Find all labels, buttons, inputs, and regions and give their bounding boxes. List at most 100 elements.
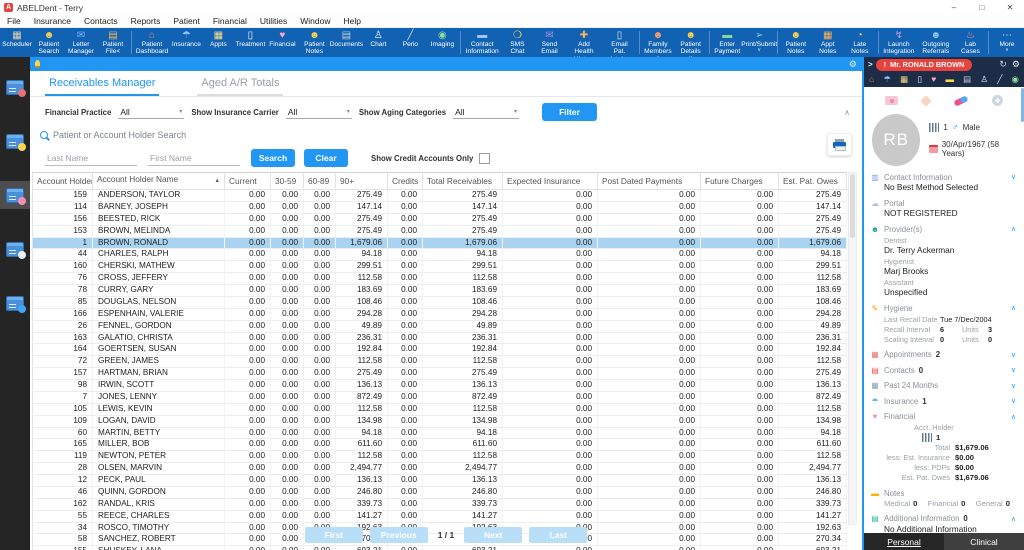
chevron-down-icon[interactable]: ∨ <box>1011 397 1018 405</box>
table-row[interactable]: 160CHERSKI, MATHEW0.000.000.00299.510.00… <box>33 261 847 273</box>
last-name-input[interactable] <box>45 151 137 166</box>
table-row[interactable]: 7JONES, LENNY0.000.000.00872.490.00872.4… <box>33 391 847 403</box>
financial-icon[interactable]: ♥ <box>931 75 936 84</box>
close-button[interactable]: ✕ <box>996 1 1024 15</box>
chevron-up-icon[interactable]: ∧ <box>1011 515 1018 523</box>
tab-clinical[interactable]: Clinical <box>944 533 1024 550</box>
menu-item-financial[interactable]: Financial <box>213 16 247 26</box>
column-header[interactable]: Future Charges <box>701 173 779 190</box>
table-row[interactable]: 1BROWN, RONALD0.000.000.001,679.060.001,… <box>33 237 847 249</box>
table-row[interactable]: 85DOUGLAS, NELSON0.000.000.00108.460.001… <box>33 296 847 308</box>
toolbar-perio-button[interactable]: ╱Perio <box>394 29 426 49</box>
gear-icon[interactable]: ⚙ <box>1012 60 1020 69</box>
table-row[interactable]: 76CROSS, JEFFERY0.000.000.00112.580.0011… <box>33 273 847 285</box>
toolbar-add-health-history-button[interactable]: ✚Add Health History∨ <box>565 29 602 57</box>
toolbar-contact-information-button[interactable]: ▬Contact Information <box>463 29 501 57</box>
menu-item-file[interactable]: File <box>7 16 21 26</box>
tab-receivables-manager[interactable]: Receivables Manager <box>45 77 159 96</box>
chevron-down-icon[interactable]: ∨ <box>1011 351 1018 359</box>
menu-item-reports[interactable]: Reports <box>131 16 161 26</box>
perio-probe-icon[interactable]: ╱ <box>997 75 1002 84</box>
section-contact-information[interactable]: ▥ Contact Information ∨ <box>870 173 1018 182</box>
expand-panel-icon[interactable]: > <box>868 60 873 69</box>
toolbar-launch-integration-button[interactable]: ↯Launch Integration <box>880 29 917 57</box>
table-row[interactable]: 165MILLER, BOB0.000.000.00611.600.00611.… <box>33 439 847 451</box>
table-row[interactable]: 163GALATIO, CHRISTA0.000.000.00236.310.0… <box>33 332 847 344</box>
section-notes[interactable]: ▬ Notes <box>870 489 1018 498</box>
scrollbar-thumb[interactable] <box>850 174 855 238</box>
toolbar-appt-notes-button[interactable]: ▦Appt Notes <box>812 29 844 57</box>
menu-item-window[interactable]: Window <box>300 16 330 26</box>
patient-name-pill[interactable]: ! Mr. RONALD BROWN <box>876 59 973 71</box>
table-scrollbar[interactable] <box>848 172 857 525</box>
next-page-button[interactable]: Next <box>464 527 522 543</box>
column-header[interactable]: Current <box>225 173 271 190</box>
menu-item-contacts[interactable]: Contacts <box>84 16 118 26</box>
table-row[interactable]: 26FENNEL, GORDON0.000.000.0049.890.0049.… <box>33 320 847 332</box>
insurance-icon[interactable]: ☂ <box>883 75 891 84</box>
section-past-24-months[interactable]: ▦ Past 24 Months ∨ <box>870 381 1018 390</box>
first-name-input[interactable] <box>148 151 240 166</box>
table-row[interactable]: 166ESPENHAIN, VALERIE0.000.000.00294.280… <box>33 308 847 320</box>
toolbar-print-submit-button[interactable]: ➢Print/Submit∨ <box>743 29 775 53</box>
toolbar-lab-cases-button[interactable]: ♨Lab Cases <box>954 29 986 57</box>
column-header[interactable]: Account Holder Id <box>33 173 93 190</box>
maximize-button[interactable]: □ <box>968 1 996 15</box>
chevron-up-icon[interactable]: ∧ <box>1011 304 1018 312</box>
column-header[interactable]: Total Receivables <box>423 173 503 190</box>
medications-capsule-icon[interactable] <box>953 95 968 106</box>
menu-item-patient[interactable]: Patient <box>173 16 199 26</box>
chevron-up-icon[interactable]: ∧ <box>1011 413 1018 421</box>
sidebar-module-3[interactable] <box>0 181 30 209</box>
aging-categories-select[interactable]: All ▾ <box>453 106 519 119</box>
column-header[interactable]: Credits <box>388 173 423 190</box>
treatment-icon[interactable]: ▯ <box>917 75 922 84</box>
table-row[interactable]: 153BROWN, MELINDA0.000.000.00275.490.002… <box>33 225 847 237</box>
gear-icon[interactable]: ⚙ <box>849 60 857 69</box>
sidebar-module-4[interactable] <box>0 235 30 263</box>
table-row[interactable]: 60MARTIN, BETTY0.000.000.0094.180.0094.1… <box>33 427 847 439</box>
toolbar-more-button[interactable]: ⋯More∨ <box>991 29 1023 53</box>
table-row[interactable]: 12PECK, PAUL0.000.000.00136.130.00136.13… <box>33 475 847 487</box>
table-row[interactable]: 159ANDERSON, TAYLOR0.000.000.00275.490.0… <box>33 190 847 202</box>
sidebar-module-5[interactable] <box>0 289 30 317</box>
minimize-button[interactable]: – <box>940 1 968 15</box>
toolbar-documents-button[interactable]: ▤Documents <box>330 29 362 49</box>
sidebar-module-1[interactable] <box>0 73 30 101</box>
toolbar-outgoing-referrals-button[interactable]: ☻Outgoing Referrals <box>917 29 954 57</box>
table-row[interactable]: 72GREEN, JAMES0.000.000.00112.580.00112.… <box>33 356 847 368</box>
credit-accounts-checkbox[interactable] <box>479 153 490 164</box>
chevron-up-icon[interactable]: ∧ <box>1011 225 1018 233</box>
search-button[interactable]: Search <box>251 149 295 167</box>
print-button[interactable] <box>827 133 852 156</box>
table-row[interactable]: 114BARNEY, JOSEPH0.000.000.00147.140.001… <box>33 201 847 213</box>
table-row[interactable]: 155SHUSKEY, LANA0.000.000.00693.210.0069… <box>33 546 847 550</box>
toolbar-enter-payment-button[interactable]: ▬Enter Payment <box>711 29 743 57</box>
camera-icon[interactable] <box>885 96 898 105</box>
allergy-diamond-icon[interactable] <box>920 95 931 106</box>
table-row[interactable]: 109LOGAN, DAVID0.000.000.00134.980.00134… <box>33 415 847 427</box>
menu-item-help[interactable]: Help <box>344 16 361 26</box>
section-contacts[interactable]: ▤ Contacts 0 ∨ <box>870 366 1018 375</box>
chevron-down-icon[interactable]: ∨ <box>1011 366 1018 374</box>
table-row[interactable]: 55REECE, CHARLES0.000.000.00141.270.0014… <box>33 510 847 522</box>
first-page-button[interactable]: First <box>305 527 363 543</box>
last-page-button[interactable]: Last <box>529 527 587 543</box>
sticky-note-icon[interactable]: ▬ <box>945 75 954 84</box>
financial-practice-select[interactable]: All ▾ <box>118 106 184 119</box>
column-header[interactable]: 90+ <box>336 173 388 190</box>
documents-icon[interactable]: ▤ <box>963 75 971 84</box>
toolbar-financial-button[interactable]: ♥Financial <box>266 29 298 49</box>
toolbar-insurance-button[interactable]: ☂Insurance <box>170 29 202 49</box>
table-row[interactable]: 162RANDAL, KRIS0.000.000.00339.730.00339… <box>33 498 847 510</box>
table-row[interactable]: 164GOERTSEN, SUSAN0.000.000.00192.840.00… <box>33 344 847 356</box>
tab-personal[interactable]: Personal <box>864 533 944 550</box>
toolbar-patient-notes-button[interactable]: ☻Patient Notes <box>780 29 812 57</box>
table-row[interactable]: 28OLSEN, MARVIN0.000.000.002,494.770.002… <box>33 463 847 475</box>
section-providers[interactable]: ☻ Provider(s) ∧ <box>870 225 1018 234</box>
collapse-chevron-icon[interactable]: ∧ <box>844 108 850 117</box>
table-row[interactable]: 78CURRY, GARY0.000.000.00183.690.00183.6… <box>33 285 847 297</box>
chart-tooth-icon[interactable]: ♙ <box>980 75 988 84</box>
toolbar-chart-button[interactable]: ♙Chart <box>362 29 394 49</box>
toolbar-patient-dashboard-button[interactable]: ⌂Patient Dashboard <box>134 29 171 57</box>
